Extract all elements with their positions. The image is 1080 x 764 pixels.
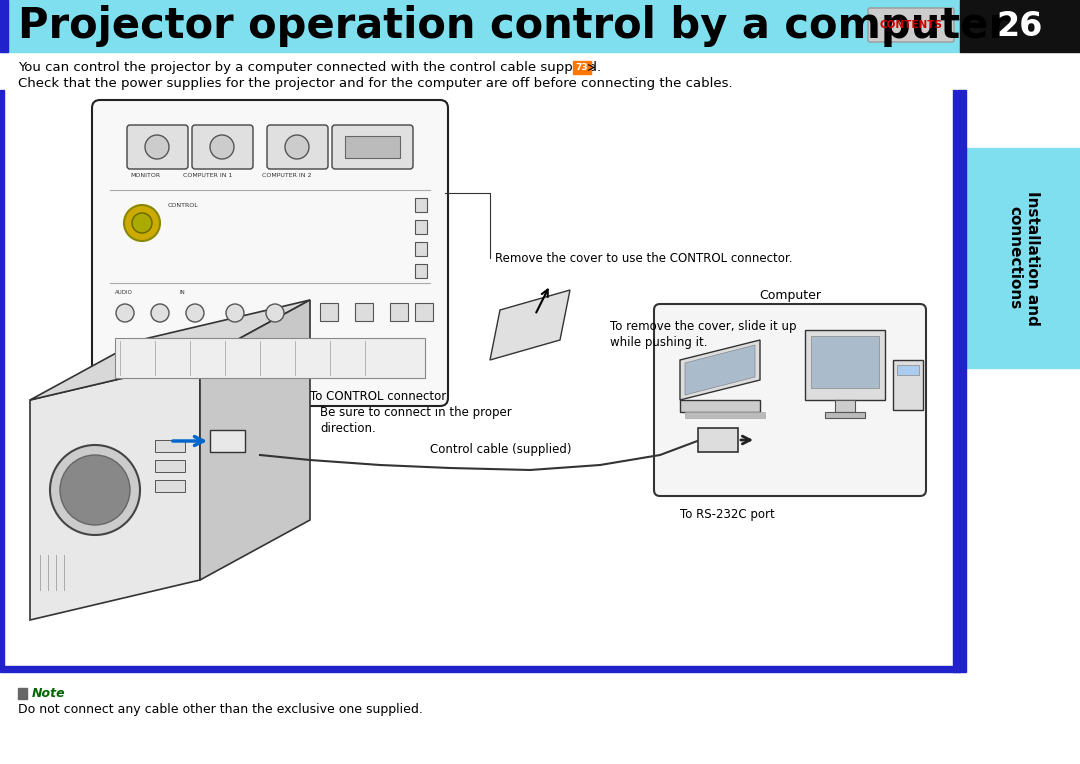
Polygon shape (200, 300, 310, 580)
FancyBboxPatch shape (92, 100, 448, 406)
Circle shape (186, 304, 204, 322)
Text: Computer: Computer (759, 289, 821, 302)
Bar (210, 430, 245, 452)
Circle shape (60, 455, 130, 525)
Bar (893, 360, 923, 410)
Circle shape (285, 135, 309, 159)
Bar (0, 90, 4, 670)
Bar (825, 412, 865, 418)
Text: Control cable (supplied): Control cable (supplied) (430, 443, 571, 456)
Text: Projector operation control by a computer: Projector operation control by a compute… (18, 5, 1009, 47)
Text: 73: 73 (576, 63, 589, 72)
Bar (156, 460, 185, 472)
Bar (811, 336, 879, 388)
FancyBboxPatch shape (192, 125, 253, 169)
Circle shape (151, 304, 168, 322)
Text: To RS-232C port: To RS-232C port (680, 508, 774, 521)
Text: To remove the cover, slide it up: To remove the cover, slide it up (610, 320, 797, 333)
Circle shape (226, 304, 244, 322)
Circle shape (210, 135, 234, 159)
FancyBboxPatch shape (267, 125, 328, 169)
Bar (415, 198, 427, 212)
Bar (960, 90, 963, 672)
Bar (320, 303, 338, 321)
Bar (573, 61, 591, 74)
Text: Installation and
connections: Installation and connections (1008, 190, 1040, 325)
Bar (0, 0, 960, 52)
FancyBboxPatch shape (654, 304, 926, 496)
Circle shape (145, 135, 168, 159)
Bar (415, 220, 427, 234)
Bar (963, 90, 966, 672)
Text: To CONTROL connector: To CONTROL connector (310, 390, 446, 403)
Bar (805, 330, 885, 400)
Text: CONTROL: CONTROL (168, 203, 199, 208)
FancyBboxPatch shape (127, 125, 188, 169)
Text: Check that the power supplies for the projector and for the computer are off bef: Check that the power supplies for the pr… (18, 77, 732, 90)
Bar (953, 90, 956, 672)
Bar (355, 303, 373, 321)
Text: CONTENTS: CONTENTS (879, 20, 943, 30)
Circle shape (266, 304, 284, 322)
Bar (835, 400, 855, 412)
Text: COMPUTER IN 1: COMPUTER IN 1 (183, 173, 232, 178)
FancyBboxPatch shape (332, 125, 413, 169)
Bar (0, 0, 8, 52)
Bar (0, 666, 960, 672)
Bar (680, 400, 760, 412)
Polygon shape (30, 300, 310, 400)
Text: You can control the projector by a computer connected with the control cable sup: You can control the projector by a compu… (18, 61, 602, 75)
Text: IN: IN (180, 290, 186, 295)
Polygon shape (680, 340, 760, 400)
Polygon shape (490, 290, 570, 360)
Text: Do not connect any cable other than the exclusive one supplied.: Do not connect any cable other than the … (18, 704, 423, 717)
Text: Be sure to connect in the proper: Be sure to connect in the proper (320, 406, 512, 419)
Text: MONITOR: MONITOR (130, 173, 160, 178)
Bar (415, 303, 433, 321)
FancyBboxPatch shape (868, 8, 954, 42)
Bar (390, 303, 408, 321)
Text: Note: Note (32, 687, 66, 700)
Polygon shape (685, 345, 755, 395)
Bar (156, 440, 185, 452)
Bar (415, 242, 427, 256)
Circle shape (50, 445, 140, 535)
Text: while pushing it.: while pushing it. (610, 336, 707, 349)
Text: 26: 26 (997, 9, 1043, 43)
Bar (345, 136, 400, 158)
Text: direction.: direction. (320, 422, 376, 435)
Polygon shape (30, 360, 200, 620)
Bar (963, 148, 1080, 368)
Bar (897, 365, 919, 375)
Circle shape (116, 304, 134, 322)
Bar (698, 428, 738, 452)
Circle shape (132, 213, 152, 233)
Bar (957, 90, 960, 672)
Text: COMPUTER IN 2: COMPUTER IN 2 (262, 173, 311, 178)
Bar (960, 0, 1080, 52)
Circle shape (124, 205, 160, 241)
Bar (156, 480, 185, 492)
Bar (685, 412, 765, 418)
Text: Remove the cover to use the CONTROL connector.: Remove the cover to use the CONTROL conn… (495, 251, 793, 264)
Bar (18, 688, 27, 699)
Text: AUDIO: AUDIO (114, 290, 133, 295)
Bar (114, 338, 426, 378)
Bar (415, 264, 427, 278)
